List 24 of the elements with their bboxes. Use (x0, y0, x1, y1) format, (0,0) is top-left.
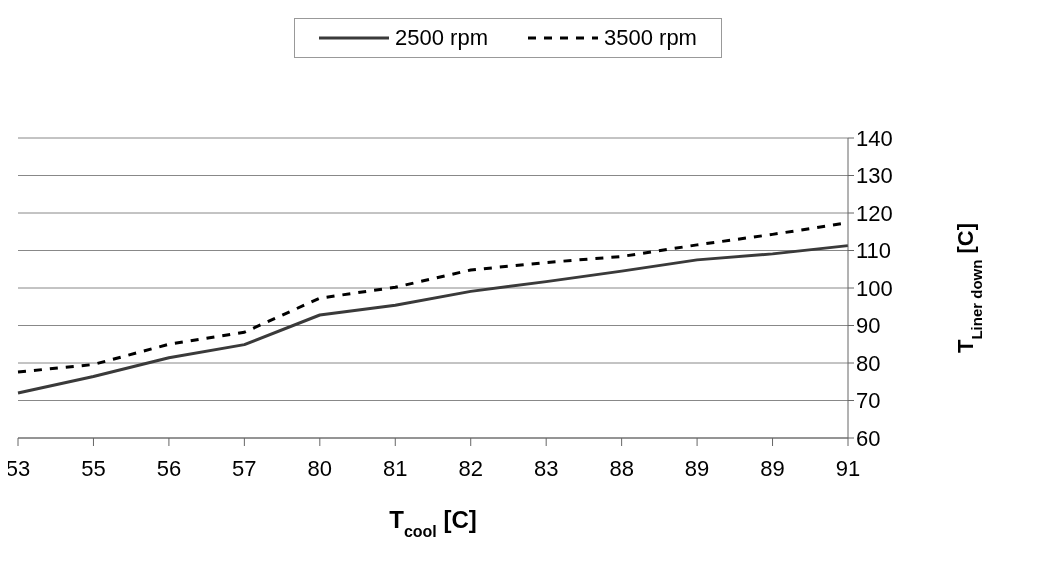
x-tick-label: 82 (458, 455, 483, 481)
x-tick-label: 57 (232, 455, 257, 481)
x-tick-label: 89 (760, 455, 785, 481)
x-axis-title: T$_{cool}$ [C] (389, 506, 477, 540)
x-tick-label: 89 (684, 455, 710, 481)
x-tick-label: 55 (81, 455, 106, 481)
x-tick-label: 91 (835, 455, 861, 481)
y-tick-label: 90 (856, 313, 881, 339)
y-tick-label: 110 (856, 238, 892, 264)
y-tick-label: 120 (856, 200, 893, 226)
y-tick-label: 80 (856, 350, 881, 376)
y-tick-label: 140 (856, 125, 893, 151)
y-tick-label: 60 (856, 425, 881, 451)
line-series (16, 244, 850, 395)
x-tick-label: 83 (533, 455, 559, 481)
x-tick-label: 88 (609, 455, 634, 481)
y-tick-label: 70 (856, 388, 881, 414)
x-tick-label: 56 (156, 455, 182, 481)
y-tick-label: 130 (856, 163, 893, 189)
x-tick-label: 80 (307, 455, 333, 481)
legend-label: 2500 rpm (394, 25, 488, 51)
x-tick-label: 81 (383, 455, 408, 481)
legend-label: 3500 rpm (603, 25, 697, 51)
y-tick-label: 100 (856, 275, 893, 301)
